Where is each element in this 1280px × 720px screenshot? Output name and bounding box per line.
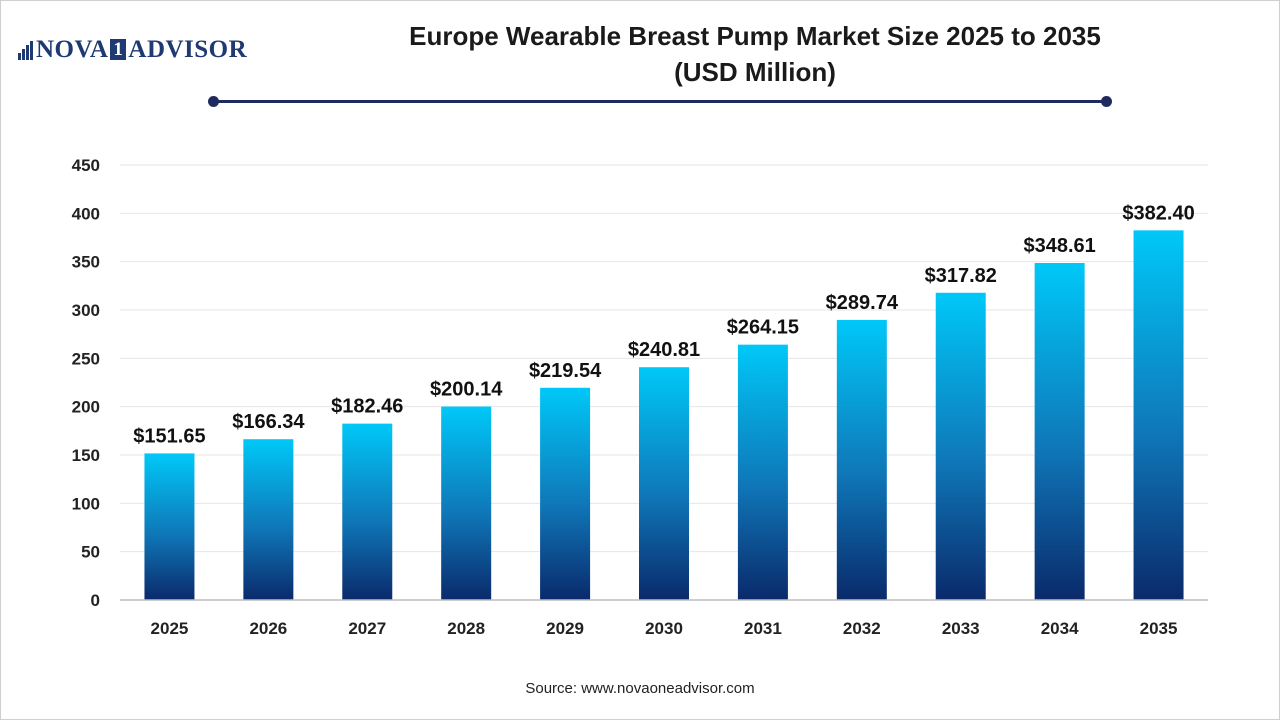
source-note: Source: www.novaoneadvisor.com — [525, 680, 755, 697]
data-label-2032: $289.74 — [826, 292, 899, 314]
bar-2028 — [441, 406, 492, 600]
data-labels: $151.65 $166.34 $182.46 $200.14 $219.54 $240.… — [133, 202, 1194, 447]
y-tick-label: 350 — [72, 253, 100, 272]
data-label-2025: $151.65 — [133, 425, 205, 447]
bar-2032 — [836, 319, 887, 600]
data-label-2028: $200.14 — [430, 379, 503, 401]
bar-2035 — [1133, 230, 1184, 600]
chart-title-line1: Europe Wearable Breast Pump Market Size … — [409, 21, 1101, 51]
y-tick-label: 50 — [81, 543, 100, 562]
bar-2030 — [639, 367, 689, 600]
x-tick-label: 2033 — [942, 619, 980, 638]
y-tick-label: 250 — [72, 349, 100, 368]
x-tick-label: 2028 — [447, 619, 485, 638]
x-tick-label: 2030 — [645, 619, 683, 638]
logo-text-left: NOVA — [36, 36, 109, 63]
data-label-2034: $348.61 — [1023, 235, 1095, 257]
bar-2033 — [935, 292, 986, 600]
y-tick-label: 150 — [72, 446, 100, 465]
logo-text-right: ADVISOR — [128, 36, 248, 63]
bar-2034 — [1034, 263, 1085, 600]
bars — [144, 230, 1184, 600]
chart-title-line2: (USD Million) — [674, 57, 836, 87]
data-label-2035: $382.40 — [1122, 202, 1194, 224]
data-label-2029: $219.54 — [529, 360, 602, 382]
logo: NOVA 1 ADVISOR — [18, 36, 247, 64]
y-tick-label: 200 — [72, 398, 100, 417]
data-label-2026: $166.34 — [232, 411, 305, 433]
title-rule-dot-right — [1101, 96, 1112, 107]
bar-2029 — [540, 387, 591, 600]
axes: 0 50 100 150 200 250 300 350 400 450 2025 2026 2027 2… — [72, 156, 1208, 638]
x-tick-label: 2027 — [348, 619, 386, 638]
data-label-2033: $317.82 — [925, 265, 997, 287]
logo-bars-icon — [18, 40, 34, 60]
data-label-2030: $240.81 — [628, 339, 700, 361]
y-tick-label: 450 — [72, 156, 100, 175]
bar-2031 — [737, 344, 788, 600]
y-tick-label: 0 — [91, 591, 100, 610]
title-rule — [213, 100, 1106, 103]
x-tick-label: 2034 — [1041, 619, 1079, 638]
x-tick-label: 2031 — [744, 619, 782, 638]
y-tick-label: 400 — [72, 204, 100, 223]
y-tick-label: 100 — [72, 494, 100, 513]
logo-text-box: 1 — [110, 38, 127, 60]
bar-2027 — [342, 423, 393, 600]
data-label-2031: $264.15 — [727, 317, 799, 339]
y-tick-label: 300 — [72, 301, 100, 320]
chart-title: Europe Wearable Breast Pump Market Size … — [300, 18, 1210, 90]
x-tick-label: 2032 — [843, 619, 881, 638]
x-tick-label: 2026 — [249, 619, 287, 638]
title-rule-dot-left — [208, 96, 219, 107]
x-tick-label: 2029 — [546, 619, 584, 638]
bar-2026 — [243, 439, 294, 600]
data-label-2027: $182.46 — [331, 396, 403, 418]
x-tick-label: 2025 — [151, 619, 189, 638]
bar-2025 — [144, 453, 195, 600]
x-tick-label: 2035 — [1140, 619, 1178, 638]
